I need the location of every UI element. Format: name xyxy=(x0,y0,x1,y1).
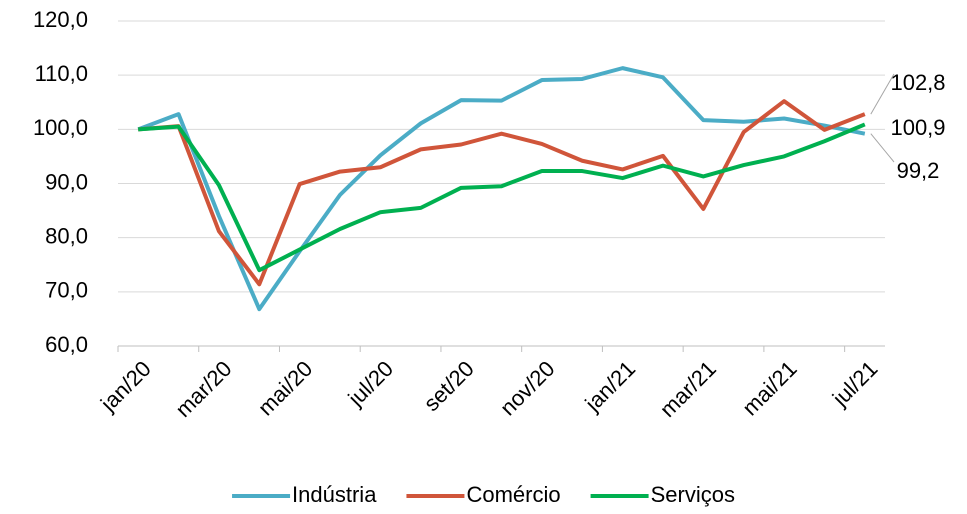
x-tick-label: jul/20 xyxy=(342,356,398,412)
value-label: 102,8 xyxy=(890,70,945,95)
y-tick-label: 70,0 xyxy=(45,278,88,303)
y-tick-label: 90,0 xyxy=(45,169,88,194)
y-tick-label: 60,0 xyxy=(45,332,88,357)
series-line xyxy=(138,99,866,287)
y-tick-label: 120,0 xyxy=(33,7,88,32)
y-tick-label: 100,0 xyxy=(33,115,88,140)
leader-line xyxy=(870,73,895,115)
x-tick-label: mai/21 xyxy=(737,356,801,420)
x-tick-label: jan/21 xyxy=(579,356,640,417)
y-tick-label: 80,0 xyxy=(45,223,88,248)
y-tick-label: 110,0 xyxy=(35,61,88,86)
leader-line xyxy=(870,133,895,163)
x-tick-label: nov/20 xyxy=(495,356,559,420)
x-tick-label: jul/21 xyxy=(827,356,883,412)
legend-label: Serviços xyxy=(651,482,735,507)
value-label: 100,9 xyxy=(890,115,945,140)
x-tick-label: set/20 xyxy=(419,356,479,416)
x-tick-label: mai/20 xyxy=(253,356,317,420)
series-line xyxy=(137,66,866,312)
x-tick-label: mar/21 xyxy=(655,356,721,422)
x-tick-label: jan/20 xyxy=(95,356,156,417)
legend-label: Comércio xyxy=(466,482,560,507)
legend: Indústria Comércio Serviços xyxy=(232,482,735,507)
x-tick-label: mar/20 xyxy=(170,356,236,422)
series-line xyxy=(138,122,866,273)
legend-label: Indústria xyxy=(292,482,377,507)
value-label: 99,2 xyxy=(897,158,940,183)
